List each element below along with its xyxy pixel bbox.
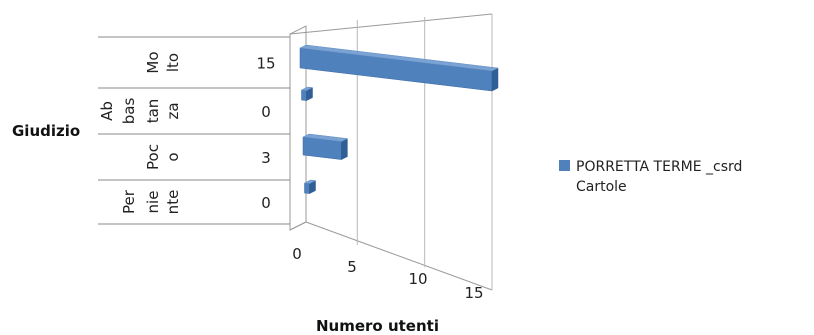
chart-walls (289, 13, 493, 291)
category-label: nie (144, 191, 162, 214)
x-tick-label: 5 (347, 258, 357, 276)
bar (299, 47, 493, 92)
bar-top (299, 44, 499, 72)
category-table: Mo lto 15 Ab bas tan za 0 Poc o 3 Per nie nte 0 (98, 36, 290, 225)
legend-swatch (559, 160, 570, 171)
category-label: za (164, 102, 182, 119)
value-label: 15 (256, 55, 275, 73)
floor-left-edge (289, 221, 307, 231)
legend: PORRETTA TERME _csrd Cartole (559, 159, 742, 195)
bar-top (300, 86, 314, 91)
bar (304, 182, 310, 194)
category-label: Ab (98, 101, 116, 121)
bar-top (303, 179, 317, 184)
value-label: 3 (261, 149, 271, 167)
value-label: 0 (261, 194, 271, 212)
bar-top (302, 133, 349, 142)
x-tick-label: 15 (464, 284, 483, 302)
legend-label-line: Cartole (576, 179, 627, 195)
bar (301, 89, 307, 101)
bar-end (491, 67, 499, 92)
x-tick-labels: 0 5 10 15 (292, 245, 483, 302)
floor-edge (305, 221, 493, 291)
x-tick-label: 10 (408, 270, 427, 288)
x-tick-label: 0 (292, 245, 302, 263)
category-label: Mo (144, 51, 162, 73)
y-axis-title: Giudizio (12, 122, 80, 140)
legend-label: PORRETTA TERME _csrd Cartole (576, 159, 742, 195)
category-label: o (164, 152, 182, 161)
value-label: 0 (261, 103, 271, 121)
bar-end (341, 138, 348, 161)
category-label: lto (164, 53, 182, 72)
x-axis-title: Numero utenti (316, 317, 439, 335)
category-label: nte (164, 190, 182, 215)
wall-top-edge (289, 13, 493, 35)
category-label: Poc (144, 144, 162, 170)
category-label: Per (120, 189, 138, 214)
category-label: tan (144, 99, 162, 124)
bars (299, 44, 499, 195)
legend-label-line: PORRETTA TERME _csrd (576, 159, 742, 175)
category-label: bas (120, 98, 138, 125)
